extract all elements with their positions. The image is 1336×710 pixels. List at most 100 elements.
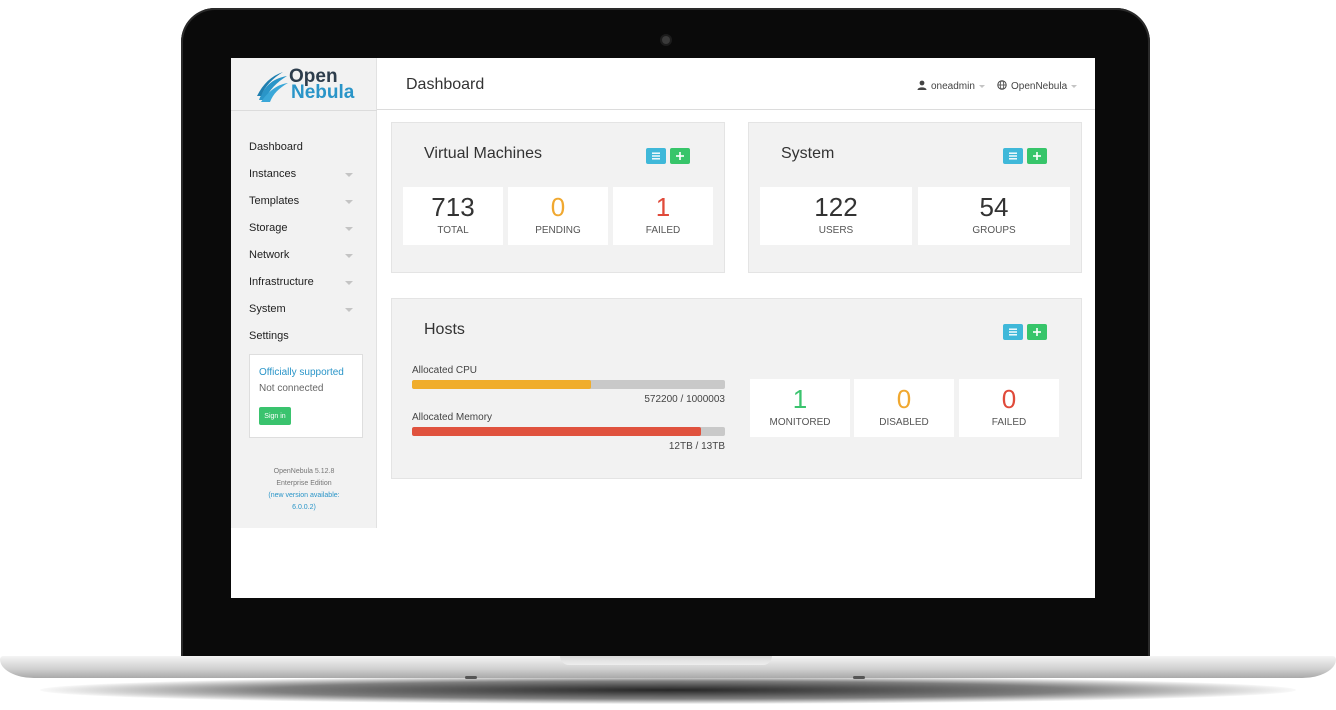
stat-label: USERS	[818, 225, 854, 236]
sidebar-item-label: Infrastructure	[249, 276, 314, 288]
hosts-monitored-stat[interactable]: 1 MONITORED	[750, 379, 850, 437]
vm-failed-stat[interactable]: 1 FAILED	[613, 187, 713, 245]
sidebar: Open Nebula Dashboard Instances Template…	[231, 58, 377, 528]
stat-value: 713	[431, 192, 475, 222]
system-users-stat[interactable]: 122 USERS	[760, 187, 912, 245]
allocated-memory-fill	[412, 427, 701, 436]
support-box: Officially supported Not connected Sign …	[249, 354, 363, 438]
chevron-down-icon	[345, 200, 353, 204]
hosts-panel: Hosts Allocated CPU 572200 / 1000003 All…	[391, 298, 1082, 479]
zone-name: OpenNebula	[1011, 81, 1068, 92]
stat-label: MONITORED	[769, 417, 831, 428]
virtual-machines-panel: Virtual Machines 713 TOTAL 0 PENDING 1 F…	[391, 122, 725, 273]
stat-value: 54	[979, 192, 1009, 222]
sidebar-item-templates[interactable]: Templates	[231, 188, 377, 215]
hosts-add-button[interactable]	[1027, 324, 1047, 340]
stat-value: 0	[550, 192, 566, 222]
panel-title: Virtual Machines	[424, 145, 542, 162]
globe-icon	[997, 80, 1007, 90]
hosts-list-button[interactable]	[1003, 324, 1023, 340]
page-title: Dashboard	[406, 76, 485, 93]
sidebar-nav: Dashboard Instances Templates Storage Ne…	[231, 134, 377, 350]
vm-add-button[interactable]	[670, 148, 690, 164]
laptop-notch	[560, 656, 772, 665]
stat-value: 0	[896, 384, 912, 414]
plus-icon	[1033, 328, 1041, 336]
support-title: Officially supported	[259, 367, 344, 378]
sidebar-item-label: Templates	[249, 195, 300, 207]
update-version-link[interactable]: 6.0.0.2)	[292, 504, 316, 511]
chevron-down-icon	[345, 227, 353, 231]
user-menu[interactable]: oneadmin	[917, 80, 985, 92]
nebula-wave-icon	[257, 72, 288, 102]
chevron-down-icon	[345, 254, 353, 258]
stat-label: GROUPS	[972, 225, 1016, 236]
list-icon	[1009, 152, 1017, 160]
version-line: OpenNebula 5.12.8	[273, 468, 335, 475]
sidebar-item-label: Instances	[249, 168, 297, 180]
stat-label: PENDING	[535, 225, 581, 236]
laptop-foot	[465, 676, 477, 679]
vm-total-stat[interactable]: 713 TOTAL	[403, 187, 503, 245]
allocated-cpu-fill	[412, 380, 592, 389]
chevron-down-icon	[345, 281, 353, 285]
system-groups-stat[interactable]: 54 GROUPS	[918, 187, 1070, 245]
sidebar-item-instances[interactable]: Instances	[231, 161, 377, 188]
zone-menu[interactable]: OpenNebula	[997, 80, 1078, 92]
screen: Open Nebula Dashboard Instances Template…	[231, 58, 1095, 598]
logo-divider	[231, 110, 377, 111]
sidebar-item-system[interactable]: System	[231, 296, 377, 323]
edition-line: Enterprise Edition	[276, 480, 332, 487]
vm-list-button[interactable]	[646, 148, 666, 164]
allocated-cpu-bar	[412, 380, 725, 389]
webcam	[662, 36, 670, 44]
stat-value: 0	[1001, 384, 1017, 414]
stat-label: FAILED	[991, 417, 1027, 428]
chevron-down-icon	[1071, 84, 1078, 88]
plus-icon	[676, 152, 684, 160]
allocated-memory-label: Allocated Memory	[412, 412, 493, 423]
sign-in-button[interactable]: Sign in	[259, 407, 291, 425]
sidebar-item-network[interactable]: Network	[231, 242, 377, 269]
hosts-failed-stat[interactable]: 0 FAILED	[959, 379, 1059, 437]
sidebar-item-label: System	[249, 303, 286, 315]
user-icon	[917, 80, 927, 90]
laptop-base	[0, 656, 1336, 678]
logo-nebula-text: Nebula	[291, 82, 355, 103]
stat-label: FAILED	[645, 225, 681, 236]
version-info: OpenNebula 5.12.8 Enterprise Edition (ne…	[231, 466, 377, 514]
header: Dashboard oneadmin OpenNebula	[377, 58, 1095, 110]
logo-open-text: Open	[289, 66, 338, 87]
stat-label: DISABLED	[879, 417, 929, 428]
sidebar-item-dashboard[interactable]: Dashboard	[231, 134, 377, 161]
user-name: oneadmin	[931, 81, 975, 92]
stat-value: 1	[792, 384, 808, 414]
sidebar-item-storage[interactable]: Storage	[231, 215, 377, 242]
system-panel: System 122 USERS 54 GROUPS	[748, 122, 1082, 273]
list-icon	[1009, 328, 1017, 336]
update-available-link[interactable]: (new version available:	[268, 492, 340, 499]
sidebar-item-label: Network	[249, 249, 290, 261]
list-icon	[652, 152, 660, 160]
stat-value: 1	[655, 192, 671, 222]
plus-icon	[1033, 152, 1041, 160]
system-list-button[interactable]	[1003, 148, 1023, 164]
sidebar-item-label: Dashboard	[249, 141, 303, 153]
chevron-down-icon	[345, 308, 353, 312]
chevron-down-icon	[345, 173, 353, 177]
hosts-disabled-stat[interactable]: 0 DISABLED	[854, 379, 954, 437]
sidebar-item-label: Settings	[249, 330, 289, 342]
support-status: Not connected	[259, 383, 324, 394]
stat-value: 122	[814, 192, 858, 222]
chevron-down-icon	[978, 84, 985, 88]
vm-pending-stat[interactable]: 0 PENDING	[508, 187, 608, 245]
sidebar-item-settings[interactable]: Settings	[231, 323, 377, 350]
opennebula-logo[interactable]: Open Nebula	[257, 66, 357, 108]
panel-title: System	[781, 145, 835, 162]
laptop-shadow	[40, 676, 1296, 704]
allocated-cpu-label: Allocated CPU	[412, 365, 478, 376]
stat-label: TOTAL	[437, 225, 469, 236]
sidebar-item-infrastructure[interactable]: Infrastructure	[231, 269, 377, 296]
laptop-foot	[853, 676, 865, 679]
system-add-button[interactable]	[1027, 148, 1047, 164]
